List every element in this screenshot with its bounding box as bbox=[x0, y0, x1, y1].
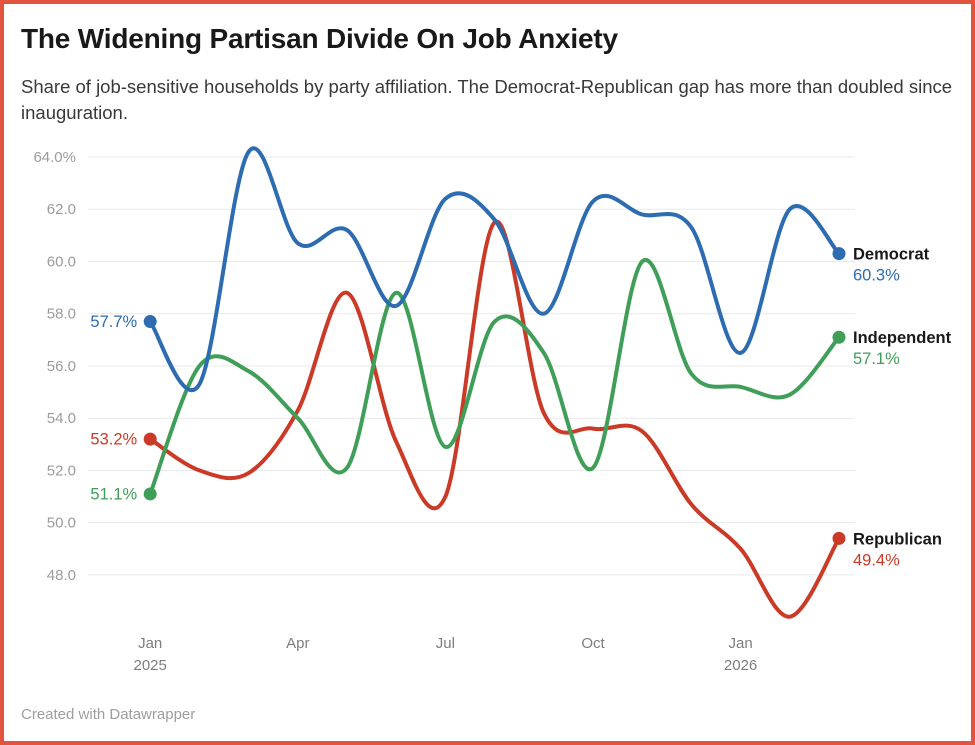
x-tick-label-oct: Oct bbox=[581, 635, 605, 652]
democrat-end-value: 60.3% bbox=[853, 267, 900, 285]
independent-line bbox=[148, 257, 841, 496]
y-tick-label-62: 62.0 bbox=[47, 201, 76, 218]
y-tick-label-48: 48.0 bbox=[47, 567, 76, 584]
independent-end-dot bbox=[832, 330, 846, 344]
republican-end-name: Republican bbox=[853, 530, 942, 548]
y-tick-label-52: 52.0 bbox=[47, 462, 76, 479]
democrat-start-value: 57.7% bbox=[90, 313, 137, 331]
chart-title: The Widening Partisan Divide On Job Anxi… bbox=[21, 23, 618, 54]
x-tick-sublabel-jan-2026: 2026 bbox=[724, 657, 757, 674]
republican-line bbox=[148, 219, 841, 619]
republican-end-dot bbox=[832, 531, 846, 545]
y-tick-label-50: 50.0 bbox=[47, 515, 76, 532]
democrat-start-dot bbox=[143, 315, 157, 329]
x-tick-label-jul: Jul bbox=[436, 635, 455, 652]
chart-subtitle: Share of job-sensitive households by par… bbox=[21, 76, 953, 124]
y-tick-label-54: 54.0 bbox=[47, 410, 76, 427]
x-tick-label-jan-2026: Jan bbox=[729, 635, 753, 652]
democrat-end-name: Democrat bbox=[853, 246, 930, 264]
x-tick-label-apr: Apr bbox=[286, 635, 309, 652]
x-tick-label-jan-2025: Jan bbox=[138, 635, 162, 652]
y-tick-label-56: 56.0 bbox=[47, 358, 76, 375]
democrat-end-dot bbox=[832, 247, 846, 261]
independent-start-value: 51.1% bbox=[90, 485, 137, 503]
republican-end-value: 49.4% bbox=[853, 551, 900, 569]
y-tick-label-58: 58.0 bbox=[47, 306, 76, 323]
x-tick-sublabel-jan-2025: 2025 bbox=[134, 657, 167, 674]
independent-end-name: Independent bbox=[853, 329, 952, 347]
line-chart: 64.0% 62.0 60.0 58.0 56.0 54.0 52.0 50.0 48.0 Jan… bbox=[33, 146, 952, 674]
independent-end-value: 57.1% bbox=[853, 350, 900, 368]
y-tick-label-60: 60.0 bbox=[47, 253, 76, 270]
republican-start-value: 53.2% bbox=[90, 431, 137, 449]
independent-start-dot bbox=[143, 487, 157, 501]
republican-start-dot bbox=[143, 432, 157, 446]
datawrapper-credit: Created with Datawrapper bbox=[21, 706, 196, 723]
democrat-line bbox=[148, 146, 841, 393]
y-tick-label-64: 64.0% bbox=[33, 149, 76, 166]
